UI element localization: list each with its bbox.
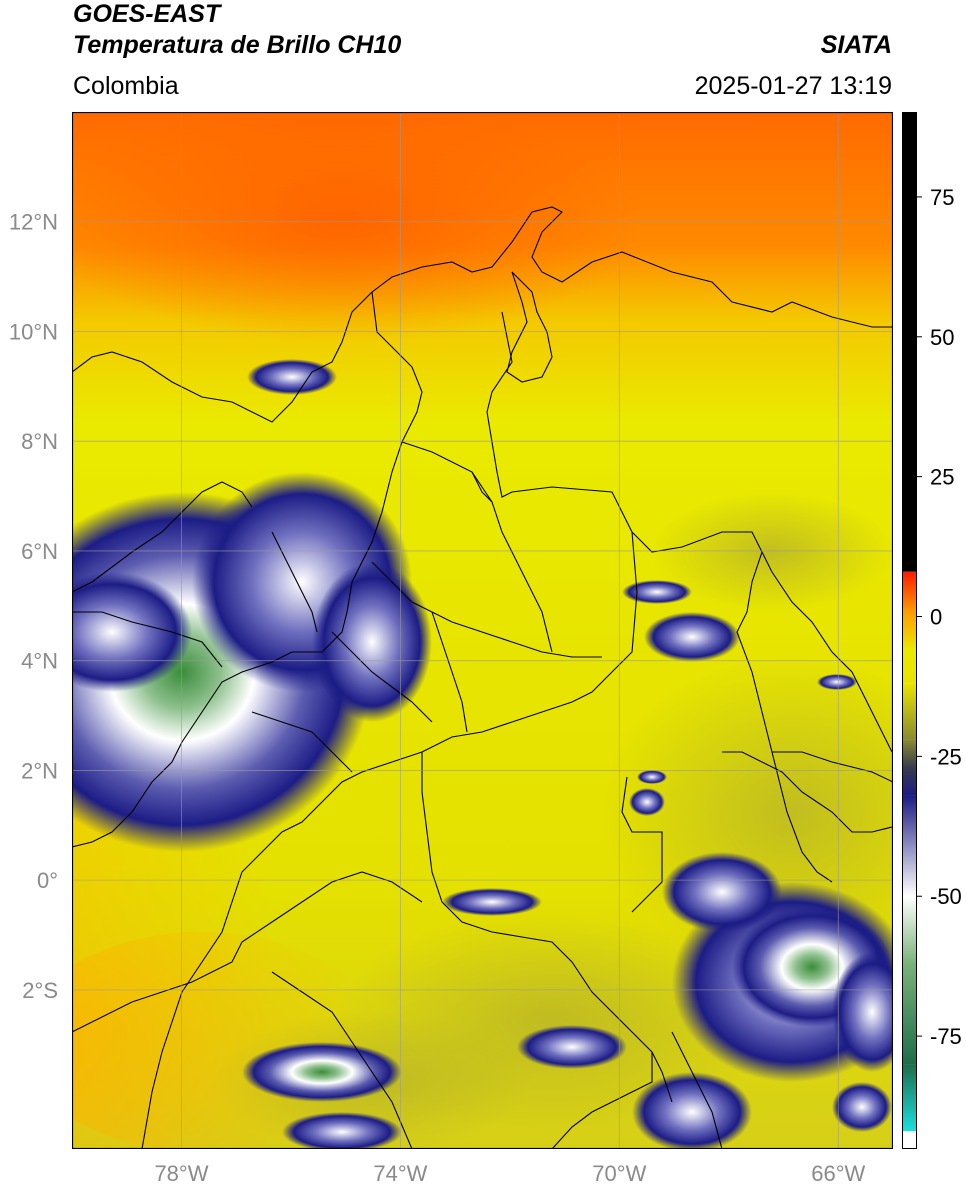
colorbar-segment bbox=[903, 683, 916, 740]
satellite-title: GOES-EAST bbox=[73, 0, 221, 28]
product-title: Temperatura de Brillo CH10 bbox=[73, 31, 402, 59]
colorbar-segment bbox=[903, 571, 916, 684]
colorbar-tick-label: 25 bbox=[930, 465, 954, 490]
lon-tick-label: 66°W bbox=[811, 1161, 865, 1186]
lon-tick-label: 70°W bbox=[592, 1161, 646, 1186]
colorbar-tick-label: 75 bbox=[930, 185, 954, 210]
colorbar-segment bbox=[903, 1131, 916, 1148]
colorbar-segment bbox=[903, 739, 916, 796]
lat-tick-label: 2°N bbox=[21, 758, 58, 783]
colorbar-segment bbox=[903, 113, 916, 572]
timestamp-label: 2025-01-27 13:19 bbox=[694, 72, 892, 100]
lat-tick-label: 2°S bbox=[22, 978, 58, 1003]
lon-tick-label: 78°W bbox=[154, 1161, 208, 1186]
colorbar-tick-label: 0 bbox=[930, 605, 942, 630]
lat-tick-label: 12°N bbox=[9, 210, 58, 235]
borders bbox=[72, 206, 893, 1149]
colorbar-segment bbox=[903, 795, 916, 897]
lat-tick-label: 6°N bbox=[21, 539, 58, 564]
colorbar-segment bbox=[903, 1064, 916, 1132]
map-frame bbox=[72, 112, 893, 1149]
colorbar-segment bbox=[903, 896, 916, 1065]
lon-tick-label: 74°W bbox=[373, 1161, 427, 1186]
lat-tick-label: 10°N bbox=[9, 319, 58, 344]
gridlines bbox=[72, 112, 893, 1149]
lat-tick-label: 4°N bbox=[21, 649, 58, 674]
brand-label: SIATA bbox=[820, 31, 892, 59]
region-label: Colombia bbox=[73, 72, 179, 100]
temperature-map bbox=[72, 112, 893, 1149]
lat-tick-label: 8°N bbox=[21, 429, 58, 454]
lat-tick-label: 0° bbox=[37, 868, 58, 893]
colorbar-tick-label: -75 bbox=[930, 1024, 962, 1049]
cloud-systems bbox=[72, 359, 893, 1149]
colorbar-tick-label: -25 bbox=[930, 744, 962, 769]
colorbar-tick-label: 50 bbox=[930, 325, 954, 350]
colorbar-tick-label: -50 bbox=[930, 884, 962, 909]
